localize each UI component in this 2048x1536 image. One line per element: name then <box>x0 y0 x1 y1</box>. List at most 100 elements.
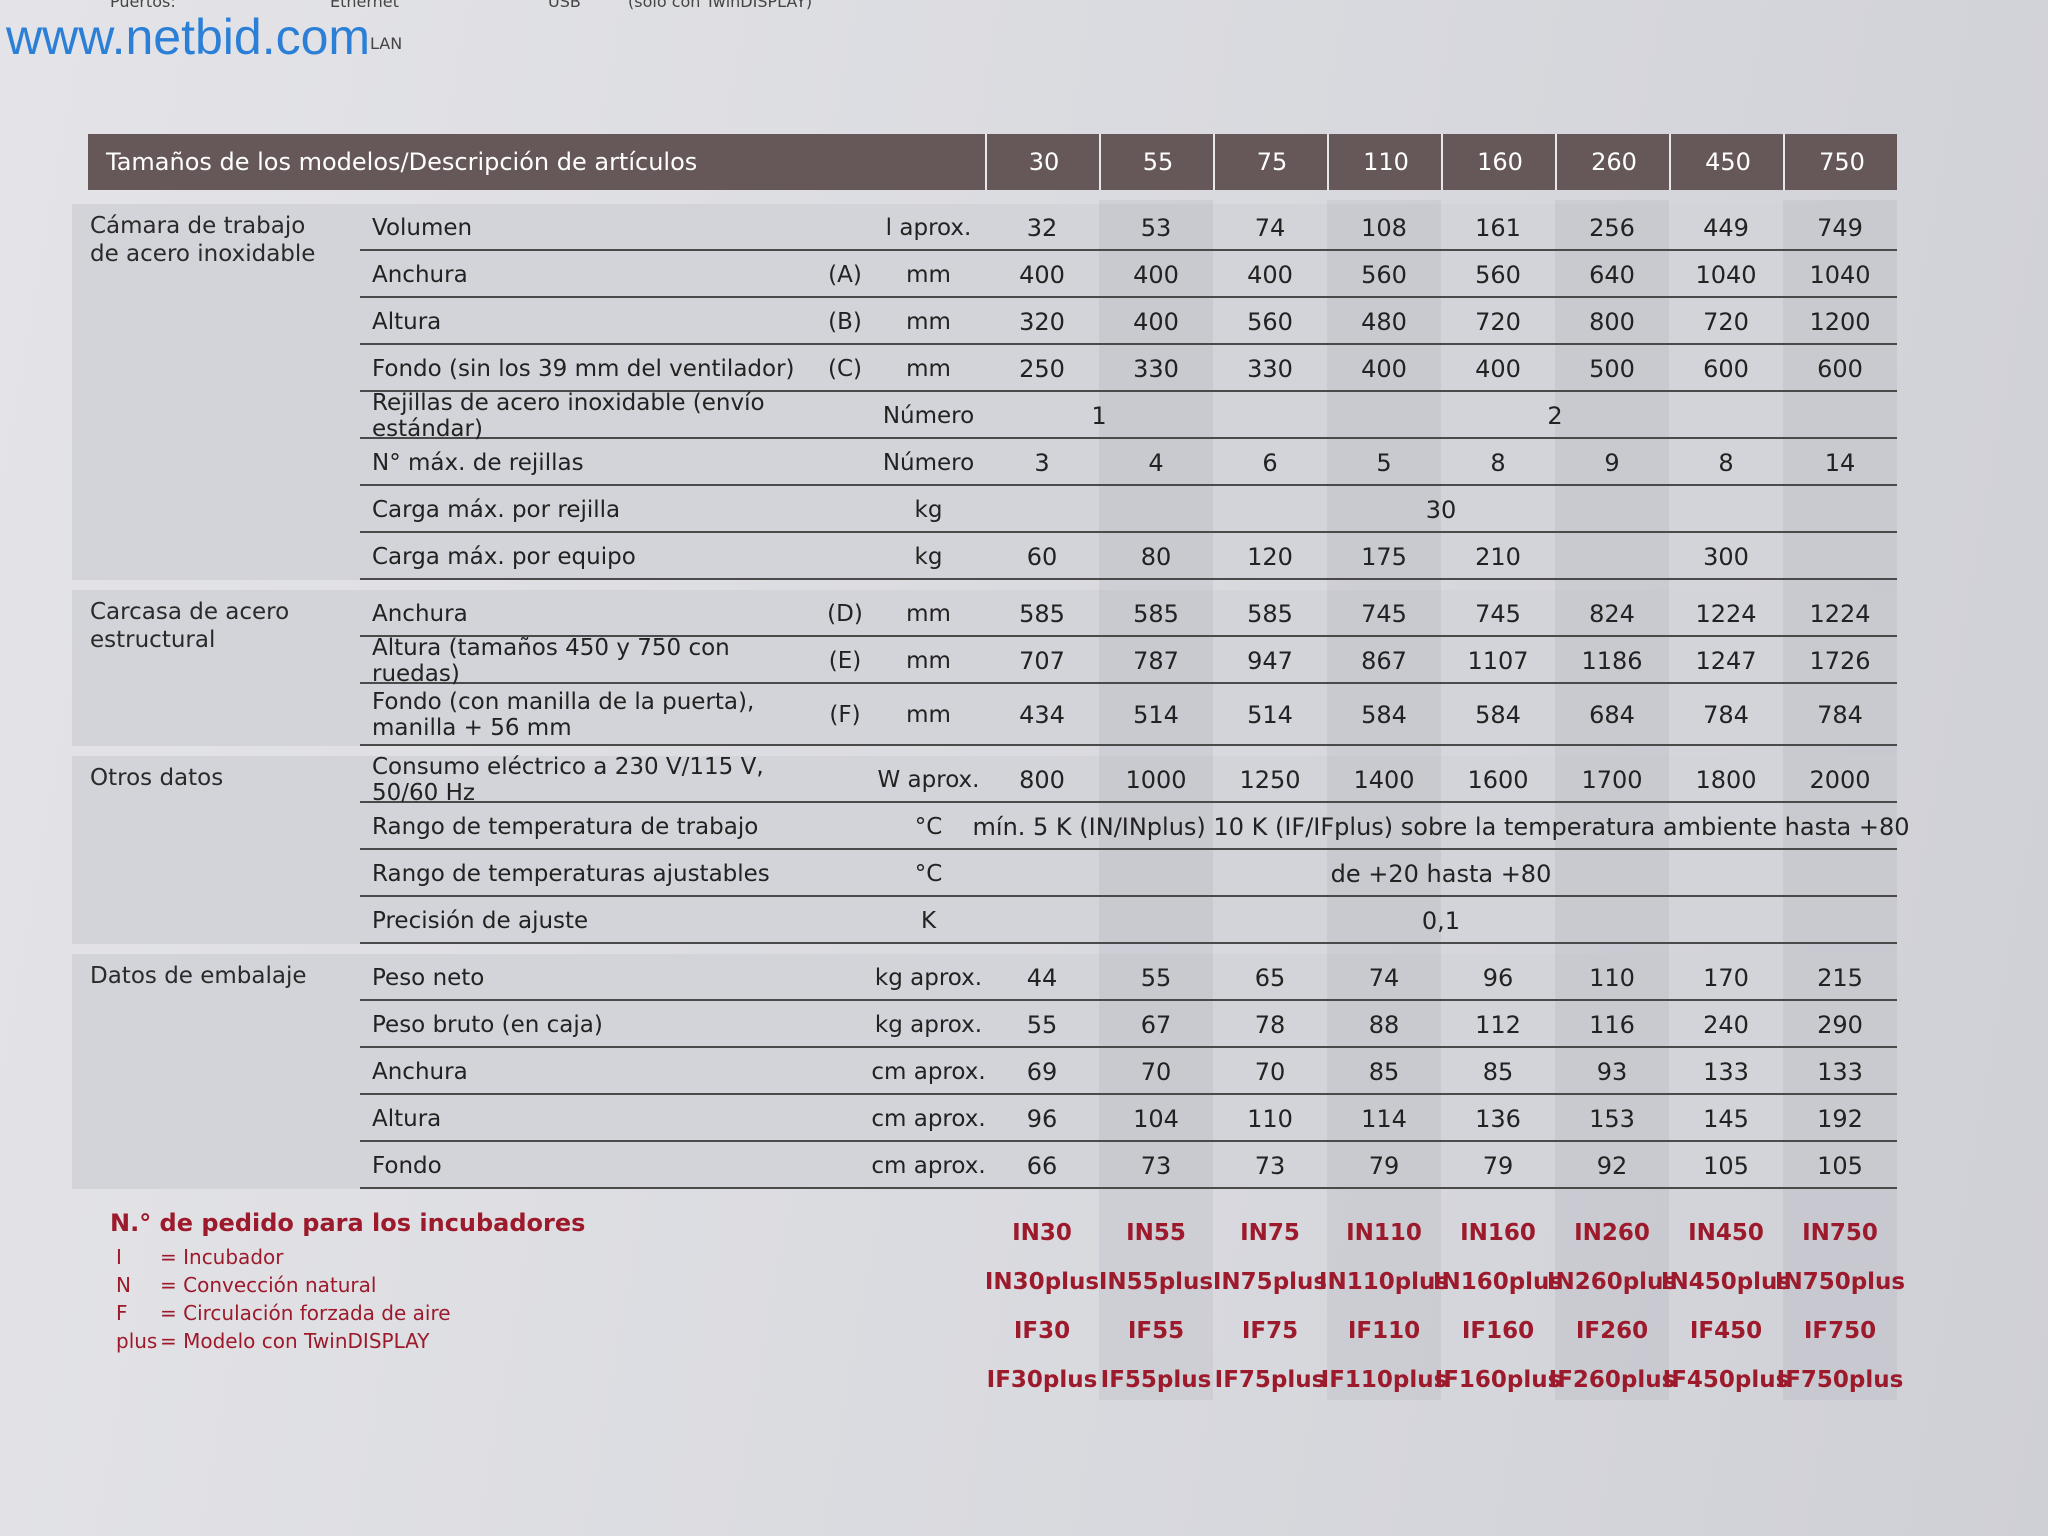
value-cell: 449 <box>1703 213 1749 242</box>
row-code: (B) <box>828 308 862 335</box>
row-label: N° máx. de rejillas <box>372 449 584 476</box>
row-unit: kg <box>914 496 943 523</box>
value-cell: 256 <box>1589 213 1635 242</box>
legend-key: I <box>116 1245 122 1269</box>
order-code: IF30plus <box>986 1367 1098 1393</box>
row-label: Peso neto <box>372 964 485 991</box>
value-cell: 1040 <box>1809 260 1871 289</box>
row-unit: mm <box>906 702 951 728</box>
value-cell: 749 <box>1817 213 1863 242</box>
value-cell: 240 <box>1703 1010 1749 1039</box>
value-cell: 745 <box>1361 599 1407 628</box>
header-title: Tamaños de los modelos/Descripción de ar… <box>106 148 698 176</box>
row-rule <box>360 439 1897 486</box>
value-cell: 400 <box>1133 260 1179 289</box>
model-size: 450 <box>1669 134 1785 190</box>
row-label: Rango de temperaturas ajustables <box>372 860 770 887</box>
order-code: IF55plus <box>1100 1367 1212 1393</box>
value-cell: 800 <box>1589 307 1635 336</box>
row-rule <box>360 533 1897 580</box>
value-cell: 96 <box>1026 1104 1058 1133</box>
value-cell: 215 <box>1817 963 1863 992</box>
value-cell: 30 <box>1425 495 1457 524</box>
row-label: Peso bruto (en caja) <box>372 1011 603 1038</box>
row-rule <box>360 345 1897 392</box>
order-code: IN450 <box>1688 1220 1764 1246</box>
row-label: Volumen <box>372 214 473 241</box>
value-cell: 800 <box>1019 765 1065 794</box>
row-label: Consumo eléctrico a 230 V/115 V, 50/60 H… <box>372 753 764 806</box>
order-code: IF55 <box>1127 1318 1185 1344</box>
value-cell: 514 <box>1133 701 1179 729</box>
value-cell: mín. 5 K (IN/INplus) 10 K (IF/IFplus) so… <box>972 812 1910 841</box>
value-cell: 1 <box>1091 401 1107 430</box>
value-cell: 787 <box>1133 646 1179 675</box>
value-cell: 784 <box>1703 701 1749 729</box>
row-rule <box>360 637 1897 684</box>
value-cell: 14 <box>1824 448 1856 477</box>
row-unit: °C <box>914 813 943 840</box>
order-code: IN450plus <box>1660 1269 1792 1295</box>
group-label: Cámara de trabajo de acero inoxidable <box>90 213 316 267</box>
value-cell: 1200 <box>1809 307 1871 336</box>
value-cell: 684 <box>1589 701 1635 729</box>
value-cell: 79 <box>1482 1151 1514 1180</box>
row-unit: kg aprox. <box>874 1011 983 1038</box>
value-cell: 867 <box>1361 646 1407 675</box>
value-cell: 70 <box>1254 1057 1286 1086</box>
value-cell: 74 <box>1368 963 1400 992</box>
value-cell: 1107 <box>1467 646 1529 675</box>
row-rule <box>360 204 1897 251</box>
value-cell: 1400 <box>1353 765 1415 794</box>
value-cell: 2 <box>1547 401 1563 430</box>
legend-text: = Incubador <box>160 1245 284 1269</box>
value-cell: 1250 <box>1239 765 1301 794</box>
row-label: Fondo (con manilla de la puerta), manill… <box>372 689 755 741</box>
value-cell: 250 <box>1019 354 1065 383</box>
group-label: Carcasa de acero estructural <box>90 599 290 653</box>
order-code: IF450 <box>1689 1318 1763 1344</box>
value-cell: 116 <box>1589 1010 1635 1039</box>
row-rule <box>360 298 1897 345</box>
value-cell: 93 <box>1596 1057 1628 1086</box>
legend-key: N <box>116 1273 131 1297</box>
value-cell: 60 <box>1026 542 1058 571</box>
row-rule <box>360 803 1897 850</box>
value-cell: 66 <box>1026 1151 1058 1180</box>
row-rule <box>360 684 1897 746</box>
value-cell: 400 <box>1247 260 1293 289</box>
table-header <box>88 134 1897 190</box>
value-cell: 400 <box>1475 354 1521 383</box>
value-cell: 560 <box>1475 260 1521 289</box>
row-unit: mm <box>906 308 951 335</box>
row-label: Carga máx. por rejilla <box>372 496 621 523</box>
value-cell: 170 <box>1703 963 1749 992</box>
order-code: IN160plus <box>1432 1269 1564 1295</box>
value-cell: 784 <box>1817 701 1863 729</box>
row-label: Altura (tamaños 450 y 750 con ruedas) <box>372 634 730 687</box>
row-rule <box>360 1095 1897 1142</box>
value-cell: 112 <box>1475 1010 1521 1039</box>
model-size: 110 <box>1327 134 1443 190</box>
order-code: IF260 <box>1575 1318 1649 1344</box>
header-fragment: (solo con TwinDISPLAY) <box>628 0 813 11</box>
value-cell: 78 <box>1254 1010 1286 1039</box>
value-cell: 1040 <box>1695 260 1757 289</box>
order-title: N.° de pedido para los incubadores <box>110 1209 586 1237</box>
model-size: 55 <box>1099 134 1215 190</box>
value-cell: 640 <box>1589 260 1635 289</box>
value-cell: 300 <box>1703 542 1749 571</box>
header-fragment: Ethernet <box>330 0 399 11</box>
order-code: IN110 <box>1346 1220 1422 1246</box>
header-fragment: LAN <box>370 34 403 53</box>
value-cell: 585 <box>1247 599 1293 628</box>
order-code: IF750plus <box>1776 1367 1904 1393</box>
value-cell: 1700 <box>1581 765 1643 794</box>
value-cell: 73 <box>1254 1151 1286 1180</box>
value-cell: 330 <box>1247 354 1293 383</box>
row-unit: Número <box>882 402 975 429</box>
order-code: IF75 <box>1241 1318 1299 1344</box>
row-unit: mm <box>906 261 951 288</box>
value-cell: 947 <box>1247 646 1293 675</box>
